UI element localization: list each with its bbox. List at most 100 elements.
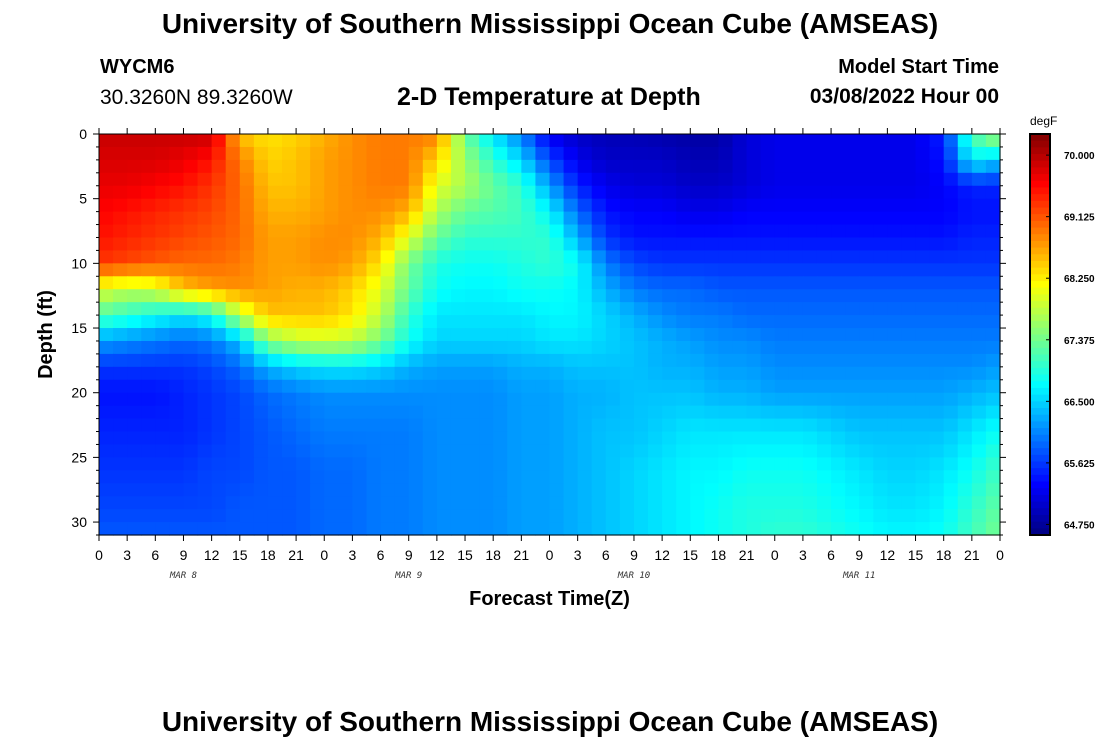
heatmap-cell — [507, 289, 522, 303]
heatmap-cell — [563, 392, 579, 407]
heatmap-cell — [943, 302, 959, 316]
heatmap-cell — [901, 211, 917, 226]
heatmap-cell — [338, 224, 354, 239]
heatmap-cell — [957, 289, 973, 303]
heatmap-cell — [338, 353, 354, 368]
heatmap-cell — [338, 470, 354, 484]
heatmap-cell — [324, 366, 339, 381]
heatmap-cell — [507, 522, 522, 536]
heatmap-cell — [690, 340, 705, 355]
heatmap-cell — [493, 457, 508, 471]
heatmap-cell — [605, 431, 621, 446]
heatmap-cell — [563, 134, 579, 148]
heatmap-cell — [408, 159, 424, 174]
heatmap-cell — [479, 134, 494, 148]
heatmap-cell — [521, 198, 537, 213]
heatmap-cell — [859, 470, 874, 484]
heatmap-cell — [394, 483, 410, 497]
heatmap-cell — [436, 328, 452, 342]
x-tick-label: 0 — [320, 547, 328, 563]
heatmap-cell — [802, 353, 818, 368]
heatmap-cell — [704, 328, 720, 342]
heatmap-cell — [676, 211, 691, 226]
heatmap-cell — [648, 224, 663, 239]
heatmap-cell — [887, 418, 903, 433]
heatmap-cell — [957, 328, 973, 342]
heatmap-cell — [155, 522, 170, 536]
heatmap-cell — [563, 237, 579, 252]
colorbar-band — [1030, 381, 1050, 389]
heatmap-cell — [887, 276, 903, 290]
heatmap-cell — [352, 328, 368, 342]
heatmap-cell — [465, 444, 480, 458]
colorbar-band — [1030, 220, 1050, 229]
heatmap-cell — [605, 134, 621, 148]
heatmap-cell — [267, 263, 283, 277]
heatmap-cell — [732, 328, 748, 342]
heatmap-cell — [310, 340, 325, 355]
heatmap-cell — [197, 353, 213, 368]
heatmap-cell — [380, 392, 396, 407]
heatmap-cell — [422, 211, 438, 226]
heatmap-cell — [605, 146, 621, 161]
colorbar-band — [1030, 134, 1050, 142]
heatmap-cell — [704, 483, 720, 497]
heatmap-cell — [535, 379, 551, 394]
y-tick-label: 25 — [71, 449, 87, 465]
heatmap-cell — [718, 431, 734, 446]
heatmap-cell — [296, 263, 311, 277]
heatmap-cell — [521, 134, 537, 148]
heatmap-cell — [591, 198, 607, 213]
heatmap-cell — [493, 353, 508, 368]
heatmap-cell — [915, 224, 931, 239]
colorbar-band — [1030, 260, 1050, 269]
x-tick-label: 6 — [377, 547, 385, 563]
heatmap-cell — [873, 444, 888, 458]
heatmap-cell — [535, 302, 551, 316]
heatmap-cell — [971, 470, 987, 484]
heatmap-cell — [619, 302, 635, 316]
heatmap-cell — [535, 418, 551, 433]
heatmap-cell — [408, 172, 424, 187]
heatmap-cell — [633, 146, 649, 161]
heatmap-cell — [436, 302, 452, 316]
heatmap-cell — [479, 444, 494, 458]
heatmap-cell — [169, 522, 185, 536]
heatmap-cell — [239, 146, 255, 161]
heatmap-cell — [239, 328, 255, 342]
heatmap-cell — [859, 379, 874, 394]
heatmap-cell — [619, 237, 635, 252]
heatmap-cell — [253, 522, 269, 536]
heatmap-cell — [225, 392, 241, 407]
x-tick-label: 18 — [936, 547, 952, 563]
heatmap-cell — [662, 237, 677, 252]
heatmap-cell — [366, 185, 382, 200]
heatmap-cell — [127, 276, 142, 290]
heatmap-cell — [493, 496, 508, 510]
heatmap-cell — [282, 289, 297, 303]
heatmap-cell — [310, 250, 325, 264]
heatmap-cell — [507, 224, 522, 239]
heatmap-cell — [690, 134, 705, 148]
heatmap-cell — [831, 418, 846, 433]
heatmap-cell — [760, 134, 776, 148]
colorbar-band — [1030, 327, 1050, 336]
heatmap-cell — [479, 405, 494, 420]
heatmap-cell — [169, 496, 185, 510]
heatmap-cell — [535, 276, 551, 290]
heatmap-cell — [718, 134, 734, 148]
heatmap-cell — [394, 198, 410, 213]
heatmap-cell — [197, 134, 213, 148]
colorbar-band — [1030, 180, 1050, 189]
heatmap-cell — [901, 496, 917, 510]
heatmap-cell — [465, 237, 480, 252]
heatmap-cell — [549, 418, 565, 433]
heatmap-cell — [662, 185, 677, 200]
heatmap-cell — [366, 405, 382, 420]
heatmap-cell — [169, 146, 185, 161]
heatmap-cell — [591, 250, 607, 264]
heatmap-cell — [296, 224, 311, 239]
x-tick-label: 15 — [457, 547, 473, 563]
heatmap-cell — [929, 457, 945, 471]
heatmap-cell — [831, 457, 846, 471]
